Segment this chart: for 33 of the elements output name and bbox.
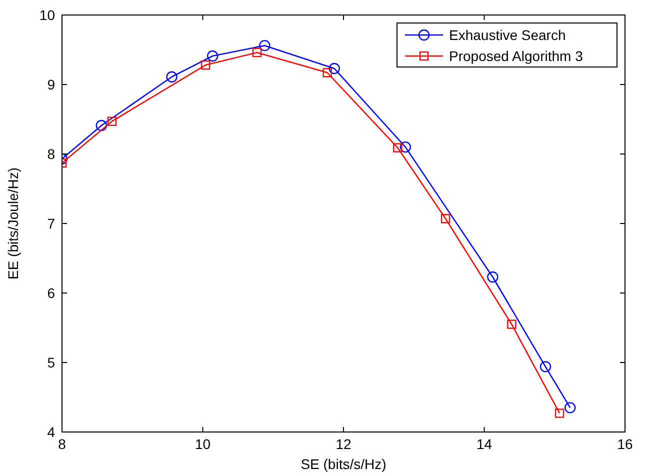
point: [564, 402, 576, 414]
y-tick-label: 5: [47, 354, 56, 370]
y-tick-label: 6: [47, 284, 56, 301]
point: [322, 68, 332, 78]
point: [328, 62, 340, 74]
x-tick-label: 10: [194, 436, 211, 452]
point: [107, 116, 117, 126]
point: [554, 408, 564, 418]
x-axis-title: SE (bits/s/Hz): [300, 456, 386, 472]
point: [207, 50, 218, 62]
point: [440, 214, 450, 224]
point: [166, 71, 178, 82]
point: [507, 320, 516, 329]
point: [400, 141, 412, 153]
x-tick-label: 16: [617, 436, 633, 452]
y-tick-label: 4: [47, 424, 56, 440]
y-tick-label: 10: [39, 6, 56, 23]
x-tick-label: 12: [336, 436, 352, 452]
legend-label: Exhaustive Search: [449, 26, 566, 43]
y-tick-label: 7: [47, 215, 56, 232]
y-tick-label: 9: [47, 76, 56, 92]
point: [393, 143, 402, 152]
x-tick-label: 14: [476, 436, 492, 452]
point: [259, 40, 270, 52]
point: [252, 48, 262, 58]
x-tick-label: 8: [58, 436, 66, 452]
legend-label: Proposed Algorithm 3: [449, 48, 584, 64]
y-axis-title: EE (bits/Joule/Hz): [5, 167, 21, 280]
point: [96, 120, 108, 132]
y-tick-label: 8: [47, 146, 56, 162]
point: [487, 271, 498, 283]
point: [540, 361, 552, 372]
point: [200, 60, 210, 70]
